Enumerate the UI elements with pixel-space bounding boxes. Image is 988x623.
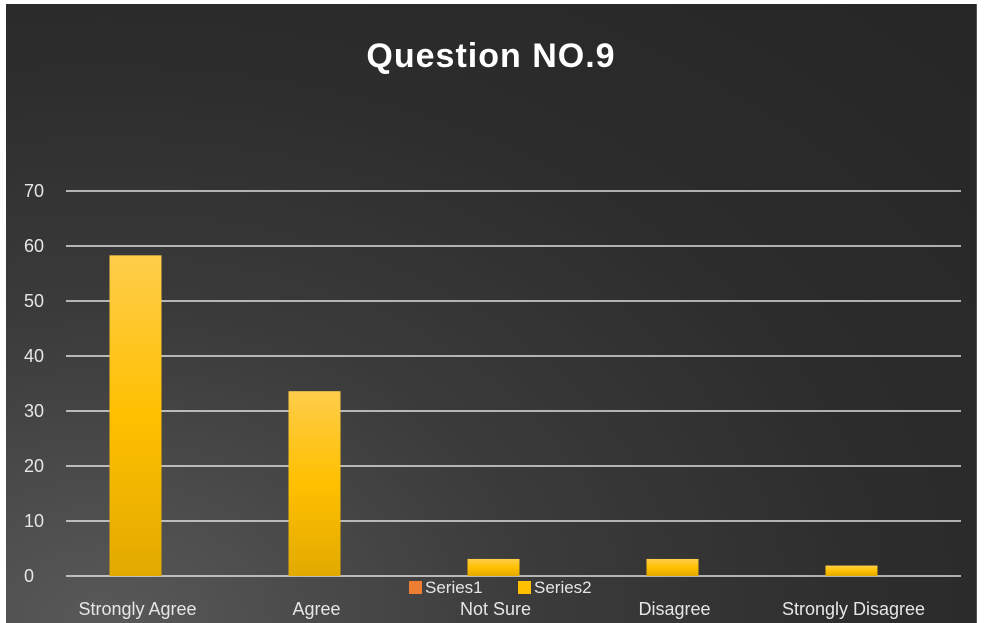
bar [109, 255, 162, 576]
gridlines [66, 190, 961, 577]
bar-chart: Question NO.9 0 10 20 30 40 50 60 70 Strongly A… [24, 37, 961, 619]
legend-label: Series2 [534, 578, 592, 597]
y-axis-ticks: 0 10 20 30 40 50 60 70 [24, 181, 44, 586]
legend: Series1 Series2 [409, 578, 592, 597]
y-tick-label: 30 [24, 401, 44, 421]
chart-area: Question NO.9 0 10 20 30 40 50 60 70 Strongly A… [6, 4, 977, 623]
x-tick-label: Disagree [638, 599, 710, 619]
y-tick-label: 40 [24, 346, 44, 366]
bar [825, 565, 878, 576]
bar [288, 391, 341, 576]
y-tick-label: 50 [24, 291, 44, 311]
legend-swatch [518, 581, 531, 594]
bars [109, 255, 878, 576]
x-tick-label: Strongly Agree [78, 599, 196, 619]
y-tick-label: 60 [24, 236, 44, 256]
legend-label: Series1 [425, 578, 483, 597]
x-tick-label: Not Sure [460, 599, 531, 619]
y-tick-label: 70 [24, 181, 44, 201]
bar [646, 558, 699, 576]
legend-swatch [409, 581, 422, 594]
y-tick-label: 0 [24, 566, 34, 586]
x-axis-ticks: Strongly Agree Agree Not Sure Disagree Stron… [78, 599, 925, 619]
y-tick-label: 10 [24, 511, 44, 531]
x-tick-label: Agree [292, 599, 340, 619]
x-tick-label: Strongly Disagree [782, 599, 925, 619]
chart-title: Question NO.9 [366, 37, 615, 75]
y-tick-label: 20 [24, 456, 44, 476]
bar [467, 558, 520, 576]
